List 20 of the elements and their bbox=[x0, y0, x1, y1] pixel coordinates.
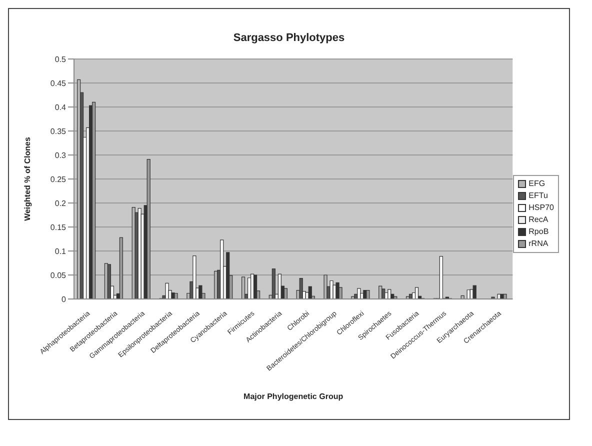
y-tick-label: 0.4 bbox=[54, 102, 67, 112]
legend-label: rRNA bbox=[528, 238, 548, 250]
y-tick-label: 0.5 bbox=[54, 54, 67, 64]
y-tick-label: 0.1 bbox=[54, 246, 67, 256]
y-tick-label: 0.45 bbox=[50, 78, 67, 88]
chart-title: Sargasso Phylotypes bbox=[233, 32, 345, 44]
legend-label: RecA bbox=[528, 214, 548, 226]
legend-label: EFTu bbox=[528, 190, 548, 202]
x-axis-title: Major Phylogenetic Group bbox=[244, 392, 344, 401]
y-tick-label: 0.35 bbox=[50, 126, 67, 136]
legend-label: HSP70 bbox=[528, 202, 554, 214]
y-axis-title: Weighted % of Clones bbox=[22, 136, 32, 221]
y-tick-label: 0.15 bbox=[50, 222, 67, 232]
y-tick-label: 0.25 bbox=[50, 174, 67, 184]
legend-label: RpoB bbox=[528, 226, 549, 238]
y-tick-label: 0.3 bbox=[54, 150, 67, 160]
legend-label: EFG bbox=[528, 178, 546, 190]
y-tick-label: 0 bbox=[62, 294, 67, 304]
y-tick-label: 0.2 bbox=[54, 198, 67, 208]
y-tick-label: 0.05 bbox=[50, 270, 67, 280]
